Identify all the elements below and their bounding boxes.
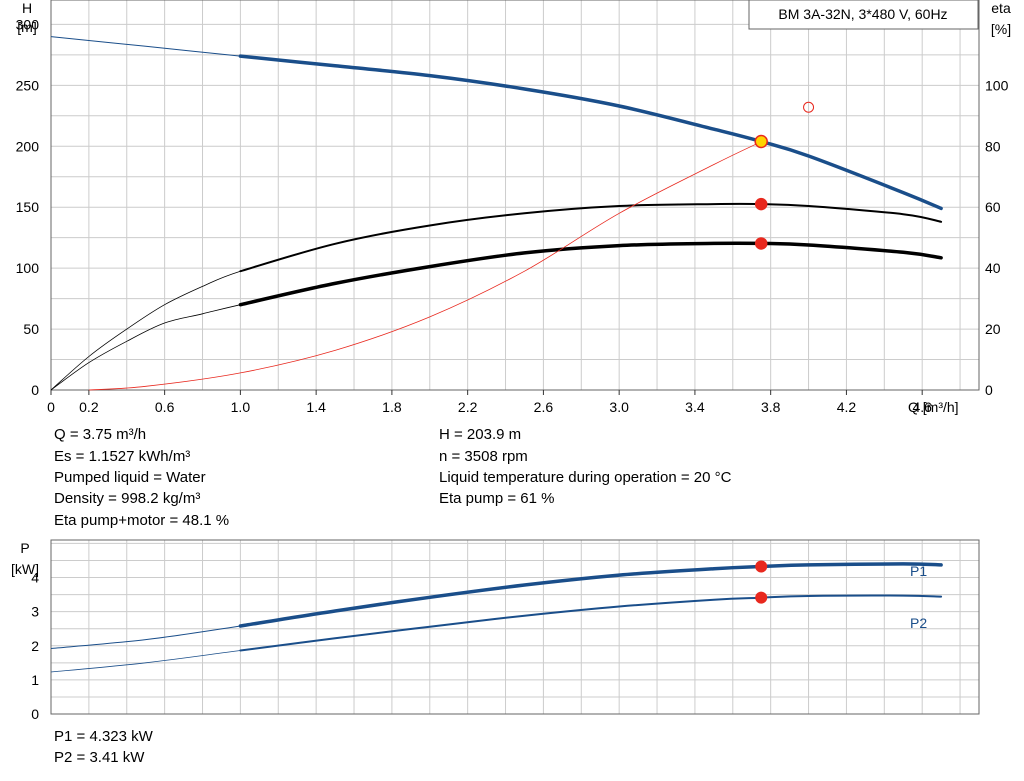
info-flow: Q = 3.75 m³/h bbox=[54, 426, 146, 443]
duty-points bbox=[754, 101, 815, 604]
x-tick-label: 4.6 bbox=[912, 399, 932, 415]
info-eta-pump-motor: Eta pump+motor = 48.1 % bbox=[54, 512, 229, 529]
duty-point-hq-3 bbox=[803, 101, 815, 113]
power-y-tick-label: 1 bbox=[31, 672, 39, 688]
eta-y-tick-label: 0 bbox=[985, 382, 993, 398]
p2-power-curve-operating-range bbox=[239, 594, 943, 652]
hq-y-tick-label: 0 bbox=[31, 382, 39, 398]
eta-y-axis-label-symbol: eta bbox=[991, 0, 1011, 16]
x-tick-label: 1.4 bbox=[306, 399, 326, 415]
hq-grid bbox=[51, 0, 979, 390]
x-tick-label: 0.2 bbox=[79, 399, 99, 415]
info-specific-energy: Es = 1.1527 kWh/m³ bbox=[54, 448, 190, 465]
eta-y-tick-label: 100 bbox=[985, 77, 1009, 93]
x-tick-label: 2.2 bbox=[458, 399, 478, 415]
p1-power-curve-operating-range bbox=[238, 562, 943, 628]
info-p2: P2 = 3.41 kW bbox=[54, 749, 145, 766]
eta-pump-motor-curve-operating-range bbox=[238, 241, 943, 307]
power-curves bbox=[50, 562, 943, 673]
system-curve bbox=[88, 141, 762, 391]
x-tick-label: 3.4 bbox=[685, 399, 705, 415]
power-y-axis-label-unit: [kW] bbox=[11, 561, 39, 577]
info-p1: P1 = 4.323 kW bbox=[54, 728, 154, 745]
power-y-tick-label: 0 bbox=[31, 706, 39, 722]
chart-title-box bbox=[748, 0, 979, 30]
hq-y-tick-label: 250 bbox=[16, 77, 40, 93]
power-y-tick-label: 2 bbox=[31, 638, 39, 654]
eta-y-tick-label: 40 bbox=[985, 260, 1001, 276]
x-tick-label: 4.2 bbox=[837, 399, 857, 415]
p1-power-curve-full bbox=[50, 563, 942, 649]
info-density: Density = 998.2 kg/m³ bbox=[54, 490, 200, 507]
x-tick-label: 0.6 bbox=[155, 399, 175, 415]
eta-pump-curve-full bbox=[50, 203, 942, 391]
hq-y-tick-label: 100 bbox=[16, 260, 40, 276]
hq-y-tick-label: 200 bbox=[16, 138, 40, 154]
series-label-p1: P1 bbox=[910, 563, 927, 579]
head-curve-operating-range bbox=[238, 54, 943, 211]
x-axis-label: Q [m³/h] bbox=[908, 399, 959, 415]
power-y-tick-label: 3 bbox=[31, 604, 39, 620]
duty-point-hq-0 bbox=[754, 134, 768, 149]
hq-eta-curves bbox=[50, 36, 943, 391]
p2-power-curve-full bbox=[50, 595, 942, 673]
x-tick-label: 1.8 bbox=[382, 399, 402, 415]
info-eta-pump: Eta pump = 61 % bbox=[439, 490, 555, 507]
hq-y-tick-label: 50 bbox=[23, 321, 39, 337]
info-liquid-temperature: Liquid temperature during operation = 20… bbox=[439, 469, 732, 486]
eta-y-axis-label-unit: [%] bbox=[991, 21, 1011, 37]
duty-point-hq-1 bbox=[754, 197, 768, 211]
hq-y-tick-label: 300 bbox=[16, 16, 40, 32]
series-label-p2: P2 bbox=[910, 615, 927, 631]
info-speed: n = 3508 rpm bbox=[439, 448, 528, 465]
power-y-axis-label-symbol: P bbox=[20, 540, 29, 556]
x-tick-label: 3.0 bbox=[609, 399, 629, 415]
power-plot-frame bbox=[50, 539, 980, 715]
info-head: H = 203.9 m bbox=[439, 426, 521, 443]
power-grid bbox=[51, 540, 979, 714]
x-tick-label: 2.6 bbox=[534, 399, 554, 415]
info-pumped-liquid: Pumped liquid = Water bbox=[54, 469, 206, 486]
eta-y-tick-label: 60 bbox=[985, 199, 1001, 215]
head-curve-full bbox=[50, 36, 942, 209]
eta-pump-curve-operating-range bbox=[239, 202, 943, 273]
eta-y-tick-label: 80 bbox=[985, 138, 1001, 154]
chart-title: BM 3A-32N, 3*480 V, 60Hz bbox=[778, 6, 947, 22]
hq-y-axis-label-unit: [m] bbox=[17, 19, 36, 35]
eta-y-tick-label: 20 bbox=[985, 321, 1001, 337]
duty-point-power-0 bbox=[755, 560, 768, 573]
duty-point-power-1 bbox=[755, 591, 768, 604]
hq-y-axis-label-symbol: H bbox=[22, 0, 32, 16]
hq-y-tick-label: 150 bbox=[16, 199, 40, 215]
hq-plot-frame bbox=[50, 0, 980, 391]
power-y-tick-label: 4 bbox=[31, 570, 39, 586]
axis-tick-labels: 0 0.2 0.6 1.0 1.4 1.8 2.2 2.6 3.0 3.4 3.8 4.2 4.6 0 50… bbox=[16, 16, 1009, 722]
eta-pump-motor-curve-full bbox=[50, 242, 942, 391]
duty-point-hq-2 bbox=[754, 237, 768, 250]
x-tick-label: 3.8 bbox=[761, 399, 781, 415]
x-tick-label: 0 bbox=[47, 399, 55, 415]
x-tick-label: 1.0 bbox=[231, 399, 251, 415]
